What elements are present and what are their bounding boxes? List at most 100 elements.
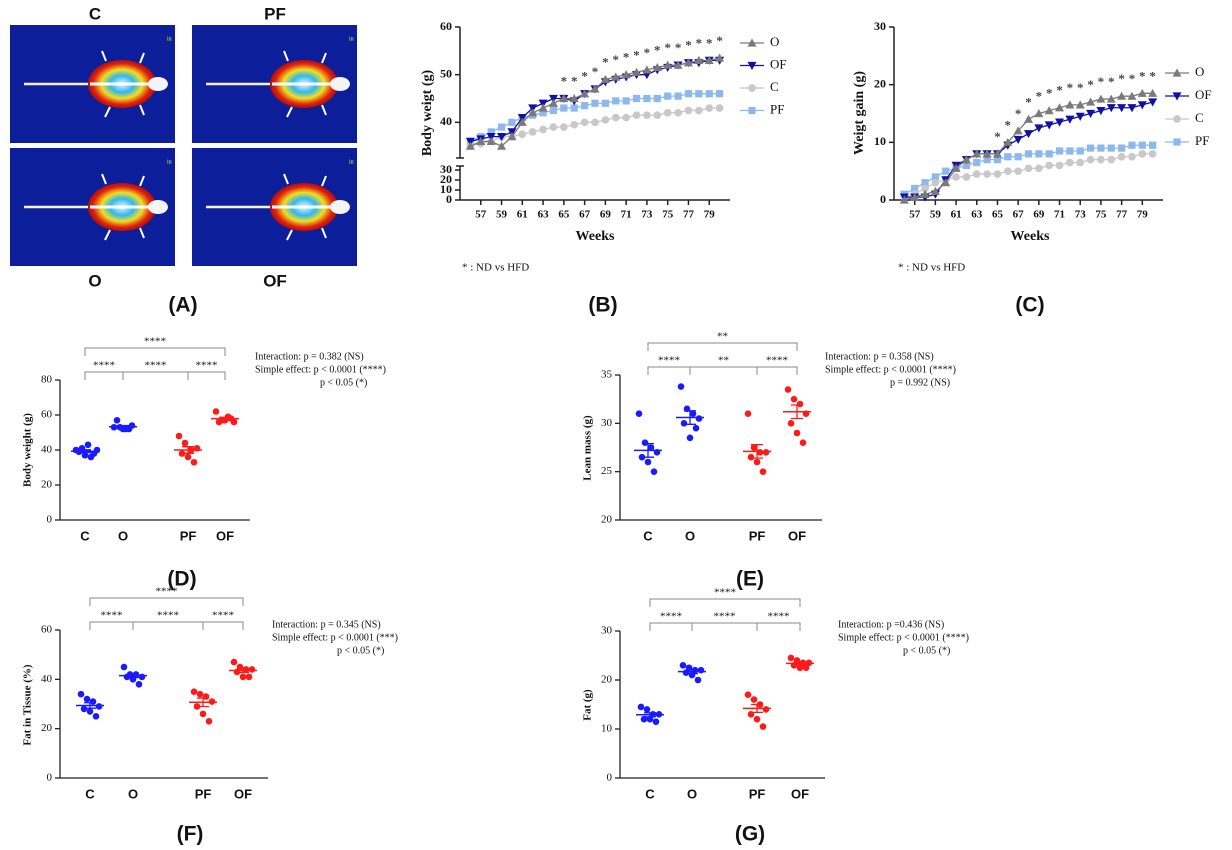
data-point (754, 716, 761, 723)
y-tick-label: 30 (601, 417, 613, 429)
significance-bracket (133, 622, 203, 630)
data-point (191, 459, 198, 466)
marker (1046, 150, 1053, 157)
significance-mark: * (1108, 74, 1115, 89)
marker (602, 116, 610, 124)
stats-text: Simple effect: p < 0.0001 (****) (255, 364, 386, 375)
x-tick-label: OF (788, 528, 806, 543)
data-point (788, 655, 795, 662)
data-point (93, 713, 100, 720)
significance-bracket (203, 622, 243, 630)
y-tick-label: 30 (874, 19, 886, 33)
x-tick-label: 67 (579, 209, 591, 221)
panel-caption: (E) (736, 568, 764, 591)
x-tick-label: C (643, 528, 653, 543)
stats-text: p < 0.05 (*) (903, 645, 950, 656)
x-tick-label: O (128, 786, 138, 801)
data-point (687, 435, 694, 442)
data-point (763, 706, 770, 713)
note: * : ND vs HFD (898, 262, 965, 274)
x-tick-label: 77 (683, 209, 695, 221)
x-tick-label: 59 (496, 209, 508, 221)
marker (716, 90, 723, 97)
marker (602, 100, 609, 107)
data-point (124, 674, 131, 681)
significance-mark: * (664, 40, 671, 55)
significance-mark: * (1139, 68, 1146, 83)
y-axis-label: Lean mass (g) (582, 415, 594, 481)
marker (1077, 147, 1084, 154)
y-axis-label: Body weight (g) (22, 413, 34, 487)
significance-label: **** (714, 587, 736, 599)
data-point (754, 459, 761, 466)
data-point (763, 449, 770, 456)
marker (1149, 150, 1157, 158)
panel-caption: (B) (588, 294, 617, 317)
data-point (751, 696, 758, 703)
marker (963, 173, 971, 181)
significance-bracket (648, 343, 797, 351)
significance-mark: * (623, 50, 630, 65)
x-tick-label: 63 (971, 209, 983, 221)
stats-text: Simple effect: p < 0.0001 (***) (272, 632, 398, 643)
data-point (642, 439, 649, 446)
marker (1097, 156, 1105, 164)
x-tick-label: C (80, 528, 90, 543)
y-tick-label: 30 (440, 162, 452, 176)
marker (1035, 164, 1043, 172)
marker (653, 111, 661, 119)
marker (1118, 145, 1125, 152)
legend-marker (1173, 115, 1181, 123)
marker (1004, 153, 1011, 160)
significance-mark: * (1025, 94, 1032, 109)
y-tick-label: 0 (47, 514, 53, 526)
stats-text: Interaction: p = 0.345 (NS) (272, 619, 381, 630)
y-tick-label: 20 (41, 479, 53, 491)
marker (633, 111, 641, 119)
data-point (176, 433, 183, 440)
stats-text: Simple effect: p < 0.0001 (****) (825, 364, 956, 375)
marker (942, 168, 949, 175)
x-tick-label: O (687, 786, 697, 801)
y-tick-label: 10 (601, 723, 613, 735)
y-axis-label: Fat in Tissue (%) (22, 664, 34, 746)
marker (581, 119, 589, 127)
marker (973, 159, 980, 166)
y-tick-label: 25 (601, 465, 613, 477)
stats-text: p < 0.05 (*) (320, 377, 367, 388)
significance-mark: * (696, 35, 703, 50)
x-tick-label: 71 (1054, 209, 1065, 221)
data-point (680, 662, 687, 669)
x-tick-label: PF (749, 786, 766, 801)
data-point (651, 468, 658, 475)
data-point (78, 691, 85, 698)
data-point (90, 698, 97, 705)
data-point (785, 386, 792, 393)
marker (498, 124, 505, 131)
marker (1014, 167, 1022, 175)
x-tick-label: 73 (1075, 209, 1087, 221)
data-point (182, 440, 189, 447)
significance-bracket (690, 367, 757, 375)
y-tick-label: 20 (601, 674, 613, 686)
significance-bracket (650, 599, 800, 607)
significance-mark: * (561, 73, 568, 88)
marker (1128, 153, 1136, 161)
data-point (81, 706, 88, 713)
data-point (206, 718, 213, 725)
marker (623, 97, 630, 104)
data-point (231, 659, 238, 666)
data-point (240, 674, 247, 681)
x-tick-label: 57 (475, 209, 487, 221)
y-tick-label: 0 (607, 772, 613, 784)
legend-marker (1173, 138, 1180, 145)
marker (1076, 159, 1084, 167)
x-tick-label: 69 (1033, 209, 1045, 221)
note: * : ND vs HFD (462, 262, 529, 274)
thermal-image (10, 148, 175, 266)
marker (1004, 167, 1012, 175)
marker (1025, 164, 1033, 172)
marker (550, 107, 557, 114)
marker (518, 130, 526, 138)
significance-mark: * (1046, 86, 1053, 101)
